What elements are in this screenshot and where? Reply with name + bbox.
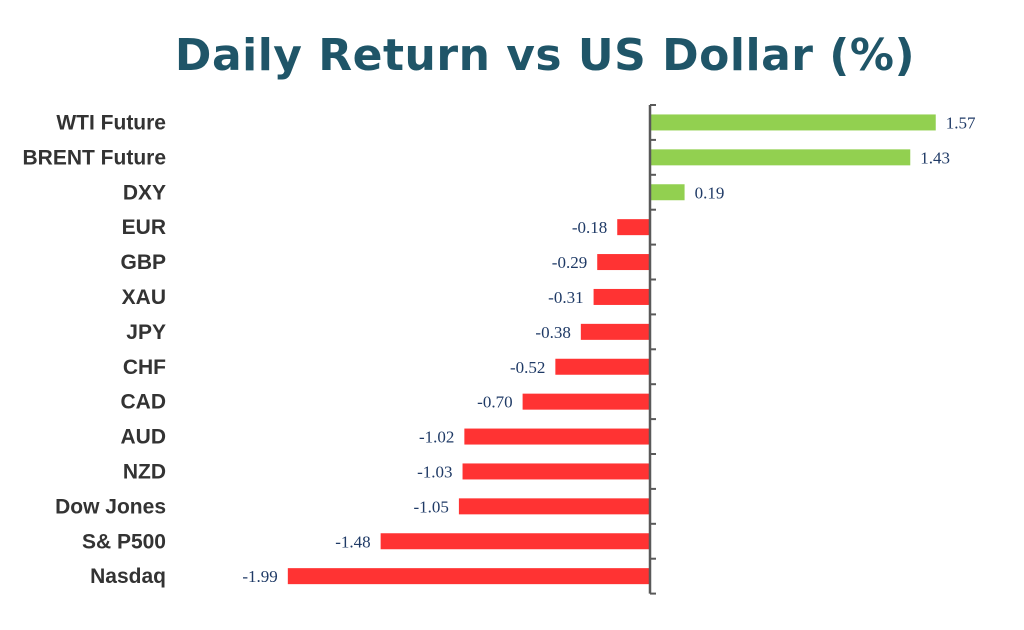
category-label: BRENT Future xyxy=(23,146,167,169)
category-label: Dow Jones xyxy=(55,495,166,518)
value-label: -0.29 xyxy=(552,253,587,272)
value-label: 0.19 xyxy=(695,183,725,202)
category-label: NZD xyxy=(123,460,166,483)
axis-layer xyxy=(648,104,656,595)
bar-eur xyxy=(617,219,650,236)
bar-gbp xyxy=(597,254,650,271)
category-label: S& P500 xyxy=(82,530,166,553)
bar-dow-jones xyxy=(458,498,650,515)
bar-s-p500 xyxy=(380,533,650,550)
bar-nzd xyxy=(462,463,650,480)
value-label: 1.43 xyxy=(920,148,950,167)
value-label: -1.05 xyxy=(413,497,448,516)
bar-jpy xyxy=(580,323,650,340)
bar-brent-future xyxy=(650,149,911,166)
category-label: DXY xyxy=(123,181,166,204)
category-label: CAD xyxy=(121,391,167,414)
bar-xau xyxy=(593,288,650,305)
bar-chf xyxy=(555,358,650,375)
chart-title: Daily Return vs US Dollar (%) xyxy=(174,30,916,81)
category-label: GBP xyxy=(120,251,166,274)
category-label: CHF xyxy=(123,356,166,379)
bar-nasdaq xyxy=(287,568,650,585)
bar-dxy xyxy=(650,184,685,201)
value-label: -1.02 xyxy=(419,428,454,447)
bar-aud xyxy=(464,428,650,445)
value-label: -1.48 xyxy=(335,532,370,551)
value-label: -0.38 xyxy=(535,323,570,342)
value-label: -1.03 xyxy=(417,462,452,481)
value-label: -0.18 xyxy=(572,218,607,237)
bars-layer xyxy=(287,114,936,585)
category-label: AUD xyxy=(121,426,167,449)
value-label: -0.70 xyxy=(477,393,512,412)
value-label: -0.31 xyxy=(548,288,583,307)
category-label: EUR xyxy=(122,216,166,239)
category-label: JPY xyxy=(126,321,166,344)
value-label: 1.57 xyxy=(946,113,976,132)
category-label: XAU xyxy=(122,286,166,309)
bar-wti-future xyxy=(650,114,936,131)
category-label: WTI Future xyxy=(56,111,166,134)
value-label: -0.52 xyxy=(510,358,545,377)
labels-layer: 1.57 WTI Future 1.43 BRENT Future 0.19 DXY -0.… xyxy=(23,111,976,588)
bar-cad xyxy=(522,393,650,410)
category-label: Nasdaq xyxy=(90,565,166,588)
value-label: -1.99 xyxy=(242,567,277,586)
